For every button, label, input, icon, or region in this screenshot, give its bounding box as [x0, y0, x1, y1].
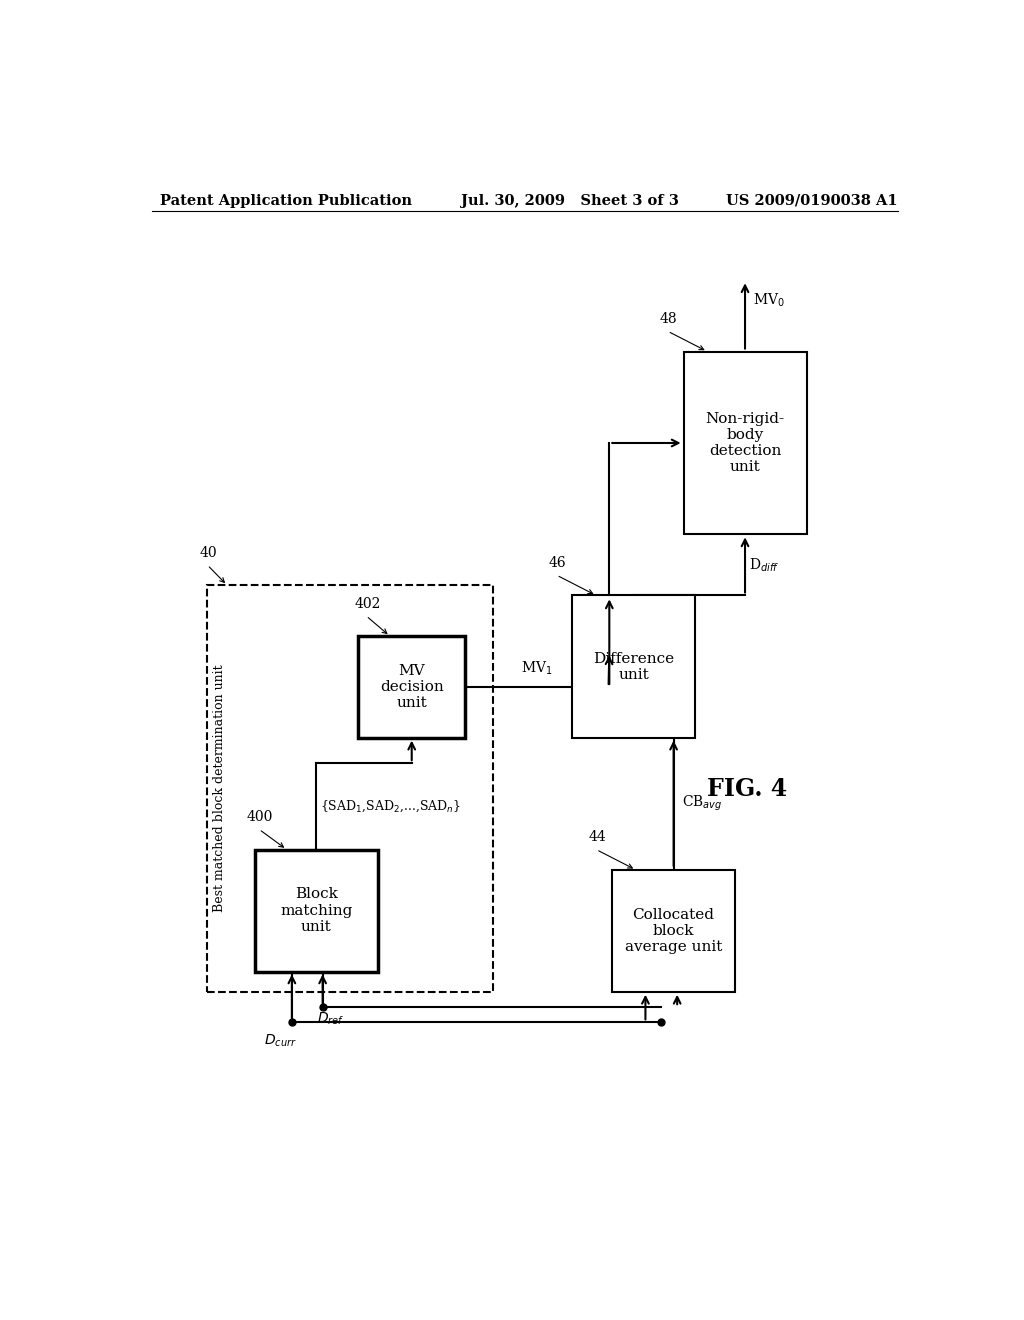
Text: CB$_{avg}$: CB$_{avg}$	[682, 795, 722, 813]
Text: 40: 40	[200, 546, 217, 560]
Text: 400: 400	[247, 810, 273, 824]
Text: Difference
unit: Difference unit	[593, 652, 675, 681]
Text: Jul. 30, 2009   Sheet 3 of 3: Jul. 30, 2009 Sheet 3 of 3	[461, 194, 679, 209]
Text: US 2009/0190038 A1: US 2009/0190038 A1	[726, 194, 898, 209]
Text: {SAD$_1$,SAD$_2$,...,SAD$_n$}: {SAD$_1$,SAD$_2$,...,SAD$_n$}	[321, 799, 462, 814]
Text: MV$_1$: MV$_1$	[521, 660, 553, 677]
Text: D$_{diff}$: D$_{diff}$	[749, 556, 779, 574]
Text: MV
decision
unit: MV decision unit	[380, 664, 443, 710]
Text: Best matched block determination unit: Best matched block determination unit	[213, 665, 225, 912]
Text: 46: 46	[549, 556, 566, 570]
Bar	[207, 585, 494, 991]
Bar	[572, 595, 695, 738]
Bar	[255, 850, 378, 972]
Text: Block
matching
unit: Block matching unit	[281, 887, 352, 933]
Text: 48: 48	[659, 312, 677, 326]
Text: Collocated
block
average unit: Collocated block average unit	[625, 908, 722, 954]
Text: MV$_0$: MV$_0$	[753, 292, 784, 309]
Text: $D_{curr}$: $D_{curr}$	[263, 1032, 296, 1049]
Bar	[612, 870, 735, 991]
Text: Non-rigid-
body
detection
unit: Non-rigid- body detection unit	[706, 412, 784, 474]
Bar	[684, 351, 807, 535]
Text: $D_{ref}$: $D_{ref}$	[316, 1010, 344, 1027]
Bar	[358, 636, 465, 738]
Text: 402: 402	[354, 597, 381, 611]
Text: Patent Application Publication: Patent Application Publication	[160, 194, 412, 209]
Text: FIG. 4: FIG. 4	[707, 776, 787, 800]
Text: 44: 44	[588, 830, 606, 845]
